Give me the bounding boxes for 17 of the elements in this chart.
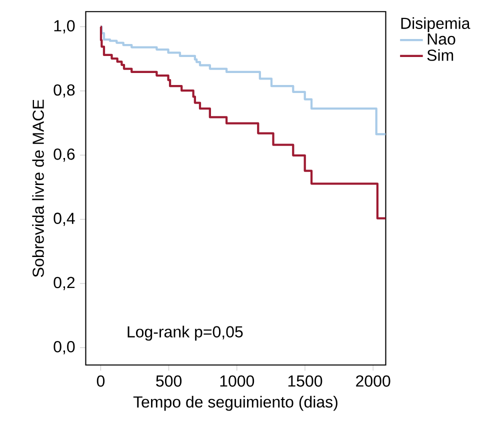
x-tick-label: 2000 bbox=[356, 375, 390, 387]
x-tick-label: 500 bbox=[156, 375, 182, 387]
x-tick-label: 1500 bbox=[288, 375, 322, 387]
y-tick-label: 0,0 bbox=[54, 341, 75, 354]
y-tick-label: 0,8 bbox=[54, 84, 75, 98]
x-tick-label: 1000 bbox=[220, 375, 254, 387]
y-axis-title: Sobrevida livre de MACE bbox=[32, 100, 44, 277]
y-tick-label: 0,6 bbox=[54, 148, 75, 162]
legend-label: Sim bbox=[427, 49, 454, 61]
y-tick-label: 0,4 bbox=[54, 212, 75, 226]
annotation: Log-rank p=0,05 bbox=[128, 326, 243, 341]
x-tick-label: 0 bbox=[96, 375, 105, 387]
legend-label: Nao bbox=[428, 34, 456, 45]
x-axis-title: Tempo de seguimiento (dias) bbox=[133, 396, 338, 411]
legend-title: Disipemia bbox=[401, 17, 470, 32]
y-tick-label: 0,2 bbox=[54, 276, 75, 290]
y-tick-label: 1,0 bbox=[54, 20, 75, 34]
